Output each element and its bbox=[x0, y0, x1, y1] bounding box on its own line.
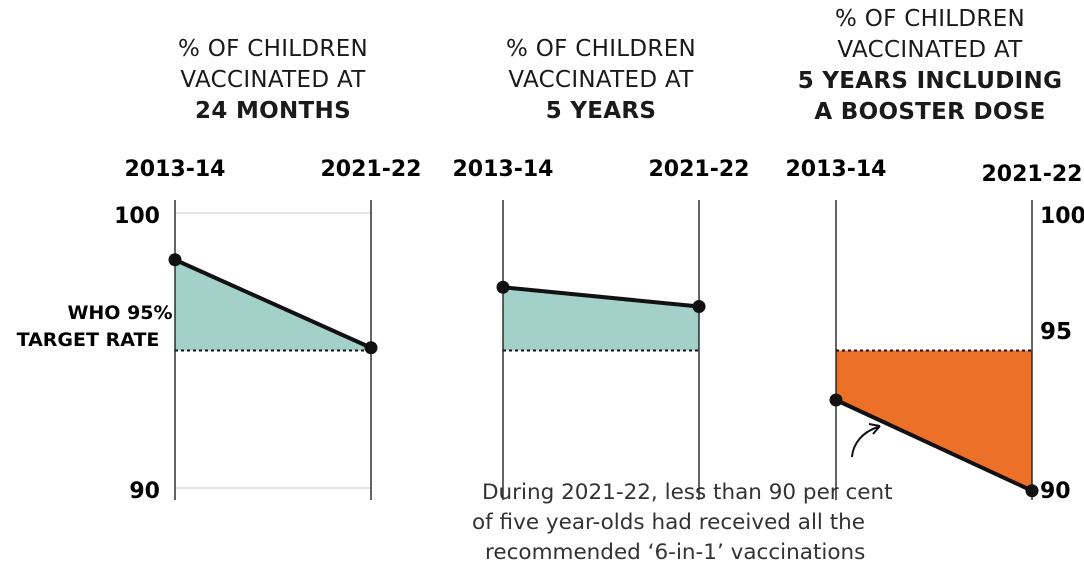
panel3-x-label-start: 2013-14 bbox=[786, 157, 887, 182]
panel3: 2013-14 2021-22 100 95 90 bbox=[786, 157, 1084, 504]
panel2-point-end bbox=[693, 300, 706, 313]
panel3-ytick-95: 95 bbox=[1040, 319, 1072, 345]
annotation-line1: During 2021-22, less than 90 per cent bbox=[482, 480, 893, 505]
panel2: 2013-14 2021-22 bbox=[453, 157, 750, 500]
panel1-x-label-start: 2013-14 bbox=[125, 157, 226, 182]
panel3-ytick-90: 90 bbox=[1040, 479, 1071, 504]
panel1-point-start bbox=[169, 253, 182, 266]
panel1-ytick-90: 90 bbox=[129, 479, 160, 504]
target-label-line2: TARGET RATE bbox=[17, 329, 160, 351]
panel3-x-label-end: 2021-22 bbox=[982, 162, 1083, 187]
target-label-line1: WHO 95% bbox=[67, 302, 172, 324]
panel2-x-label-end: 2021-22 bbox=[649, 157, 750, 182]
panel2-plot bbox=[497, 200, 706, 500]
panel1-x-label-end: 2021-22 bbox=[321, 157, 422, 182]
panel3-point-start bbox=[830, 394, 843, 407]
annotation-line3: recommended ‘6-in-1’ vaccinations bbox=[485, 540, 865, 563]
panel3-point-end bbox=[1026, 484, 1039, 497]
panel2-x-label-start: 2013-14 bbox=[453, 157, 554, 182]
panel3-plot bbox=[830, 200, 1039, 500]
panel1-point-end bbox=[365, 341, 378, 354]
panel1-plot bbox=[169, 200, 378, 500]
annotation-line2: of five year-olds had received all the bbox=[472, 510, 865, 535]
panel1: 2013-14 2021-22 100 90 WHO 95% TARGET RA… bbox=[17, 157, 422, 504]
panel3-gap-area bbox=[836, 351, 1032, 491]
panel1-ytick-100: 100 bbox=[114, 204, 160, 229]
panel3-ytick-100: 100 bbox=[1040, 204, 1084, 229]
panel2-point-start bbox=[497, 281, 510, 294]
